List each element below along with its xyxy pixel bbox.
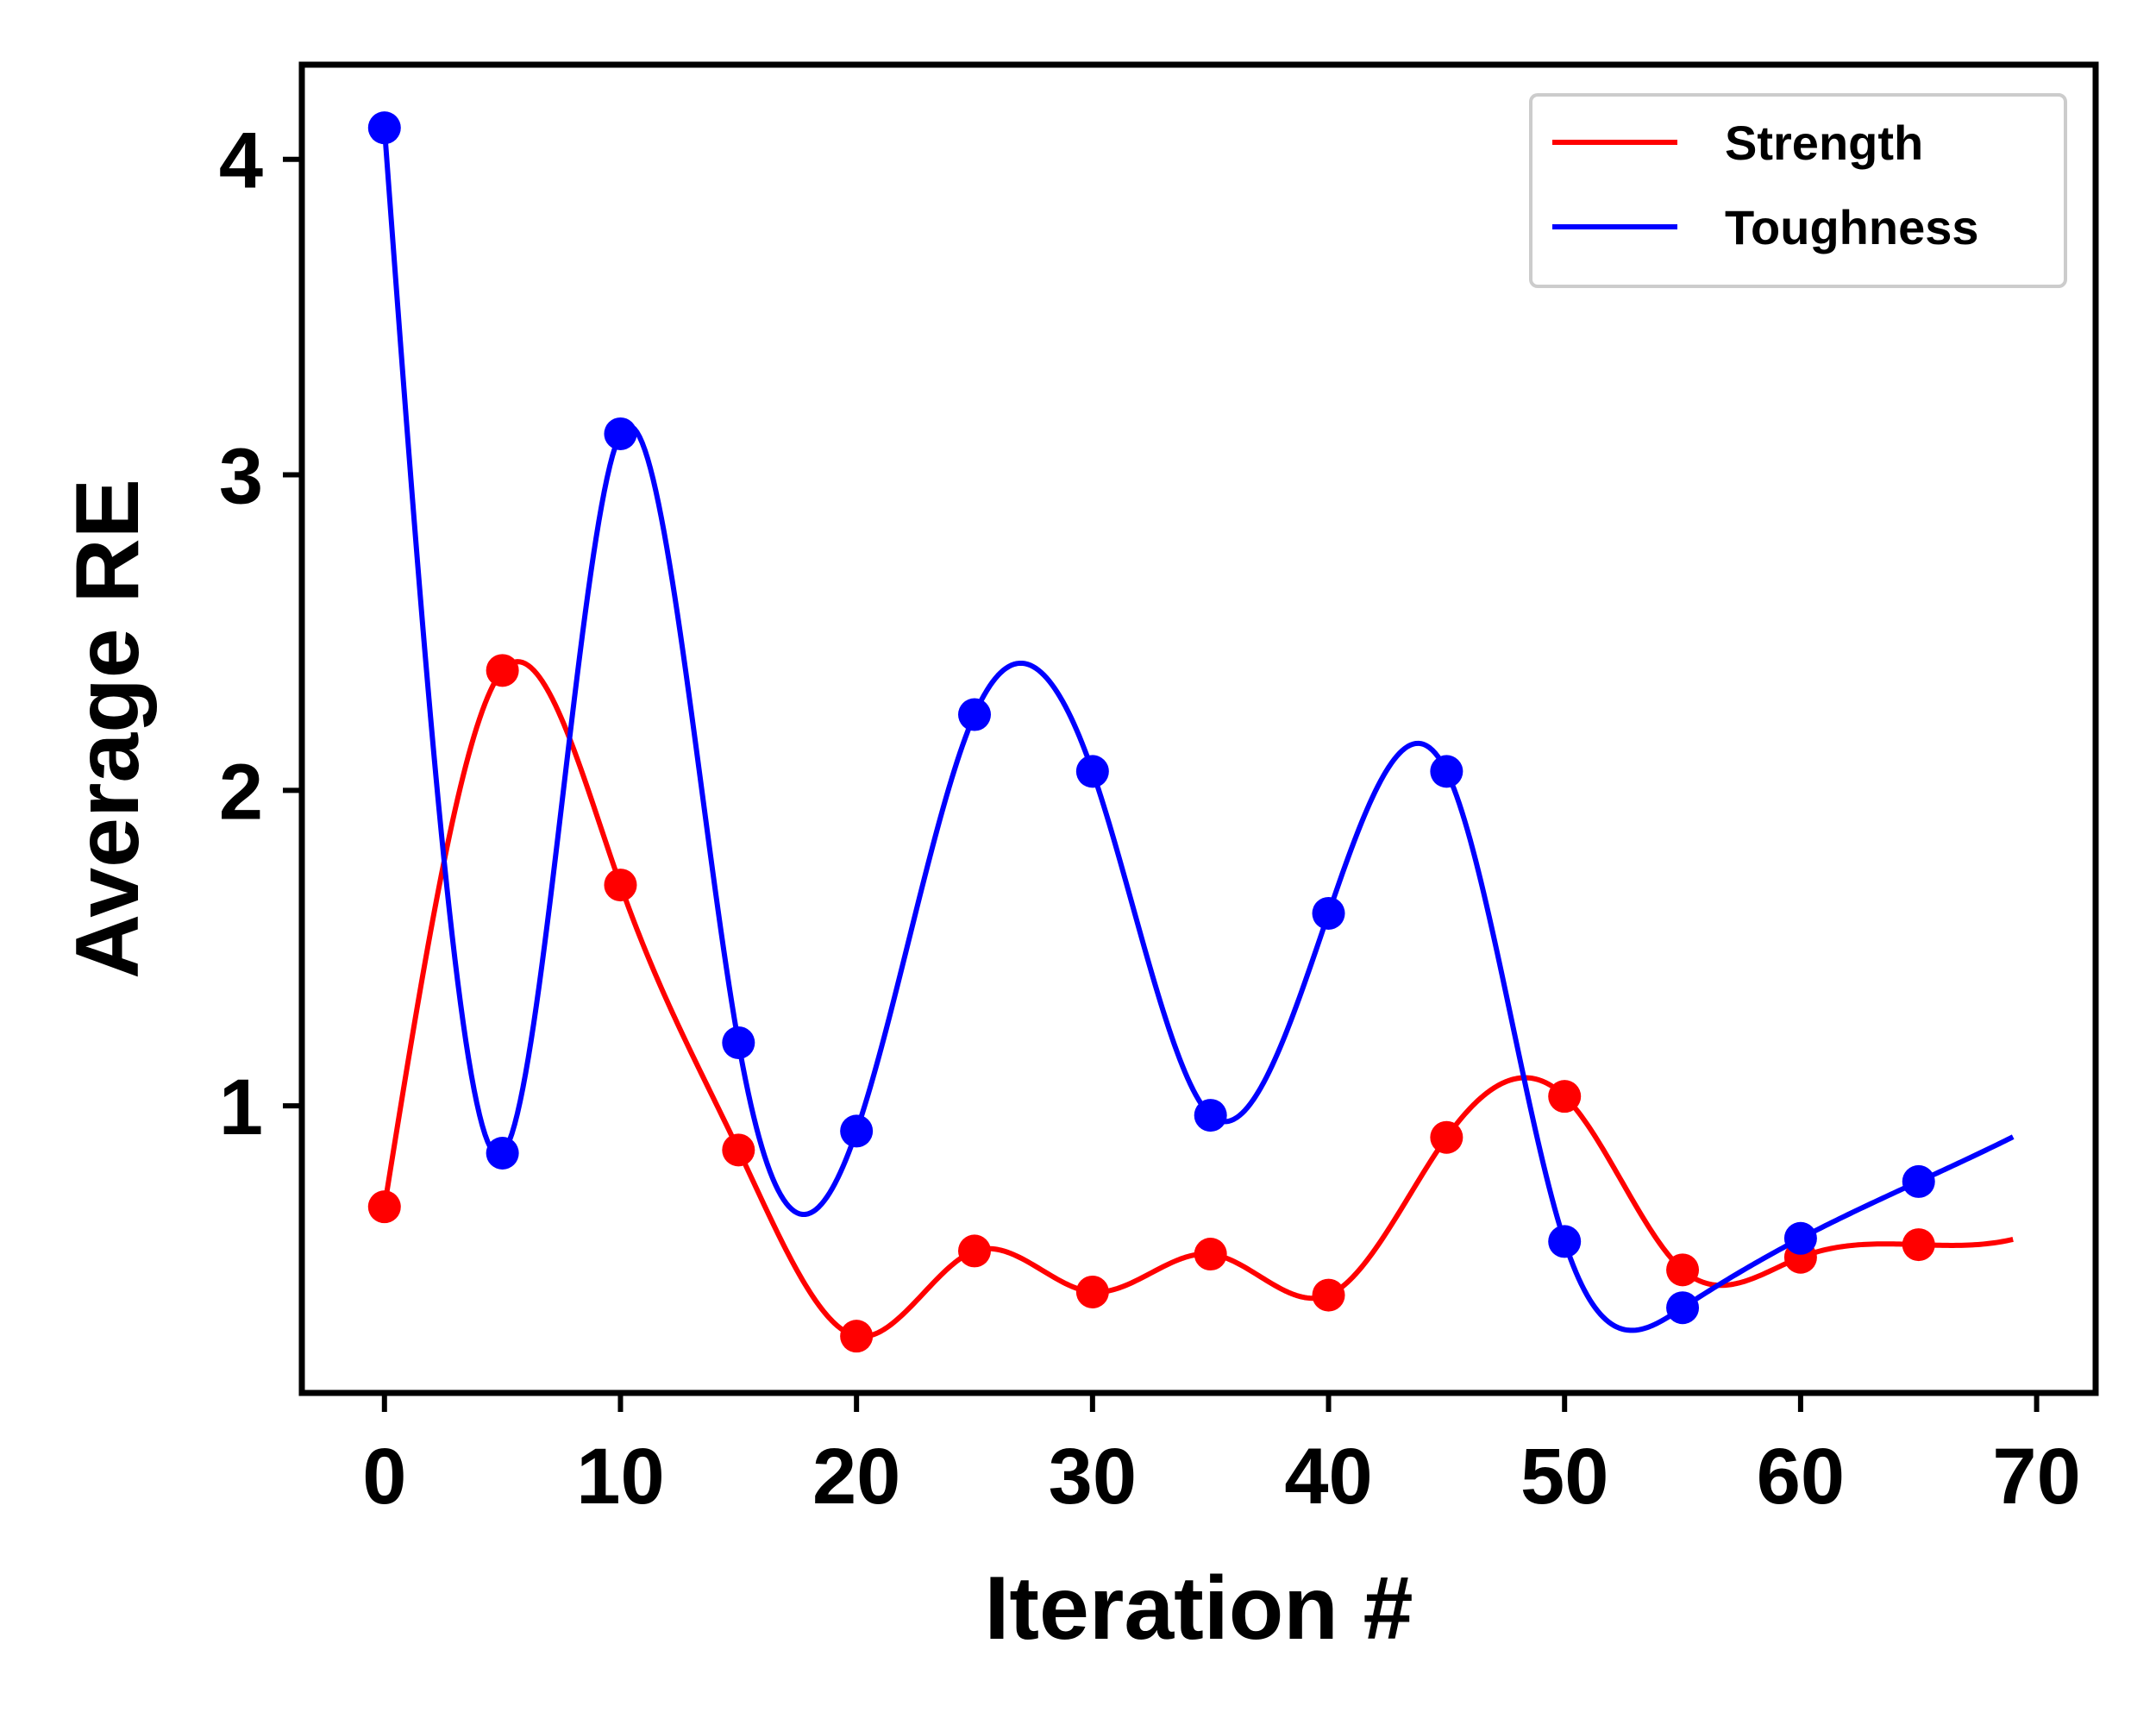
data-point-toughness [604, 417, 637, 450]
data-point-toughness [1783, 1221, 1817, 1255]
data-point-strength [604, 869, 637, 902]
data-point-toughness [1194, 1099, 1227, 1132]
data-point-toughness [1075, 755, 1109, 788]
x-tick-label: 40 [1284, 1433, 1372, 1521]
data-point-toughness [486, 1136, 519, 1170]
series-points [367, 111, 1935, 1353]
y-tick-label: 2 [219, 748, 263, 836]
legend-label-toughness: Toughness [1725, 200, 1979, 254]
data-point-toughness [1312, 896, 1345, 930]
x-axis-label: Iteration # [985, 1559, 1413, 1659]
data-point-strength [367, 1190, 401, 1224]
plot-frame [298, 61, 2099, 1396]
data-point-strength [1902, 1228, 1935, 1262]
data-point-toughness [1430, 755, 1463, 788]
data-point-strength [1312, 1278, 1345, 1312]
series-line-strength [381, 659, 2014, 1339]
y-tick-label: 3 [219, 433, 263, 521]
y-tick-label: 1 [219, 1063, 263, 1151]
x-tick-label: 50 [1520, 1433, 1608, 1521]
data-point-toughness [367, 111, 401, 145]
data-point-strength [840, 1320, 874, 1353]
data-point-strength [1194, 1238, 1227, 1271]
x-tick-label: 10 [576, 1433, 664, 1521]
data-point-strength [486, 654, 519, 687]
y-axis-ticks: 1 2 3 4 [219, 117, 302, 1151]
data-point-strength [1430, 1120, 1463, 1154]
data-point-strength [1548, 1080, 1582, 1113]
legend: Strength Toughness [1529, 93, 2067, 288]
data-point-toughness [840, 1114, 874, 1148]
data-point-toughness [1666, 1291, 1700, 1325]
y-axis-label: Average RE [58, 479, 158, 979]
x-tick-label: 20 [812, 1433, 900, 1521]
data-point-strength [1075, 1275, 1109, 1308]
x-axis-ticks: 0 10 20 30 40 50 60 70 [362, 1393, 2081, 1521]
data-point-toughness [1548, 1225, 1582, 1258]
y-tick-label: 4 [219, 117, 263, 205]
data-point-strength [1666, 1253, 1700, 1287]
series-lines [381, 127, 2015, 1339]
x-tick-label: 30 [1049, 1433, 1137, 1521]
series-line-toughness [381, 127, 2015, 1333]
data-point-toughness [1902, 1164, 1935, 1198]
x-tick-label: 0 [362, 1433, 406, 1521]
legend-label-strength: Strength [1725, 116, 1923, 170]
data-point-strength [722, 1133, 755, 1167]
x-tick-label: 60 [1757, 1433, 1845, 1521]
data-point-toughness [958, 698, 991, 731]
data-point-strength [958, 1234, 991, 1268]
data-point-toughness [722, 1026, 755, 1059]
x-tick-label: 70 [1992, 1433, 2080, 1521]
